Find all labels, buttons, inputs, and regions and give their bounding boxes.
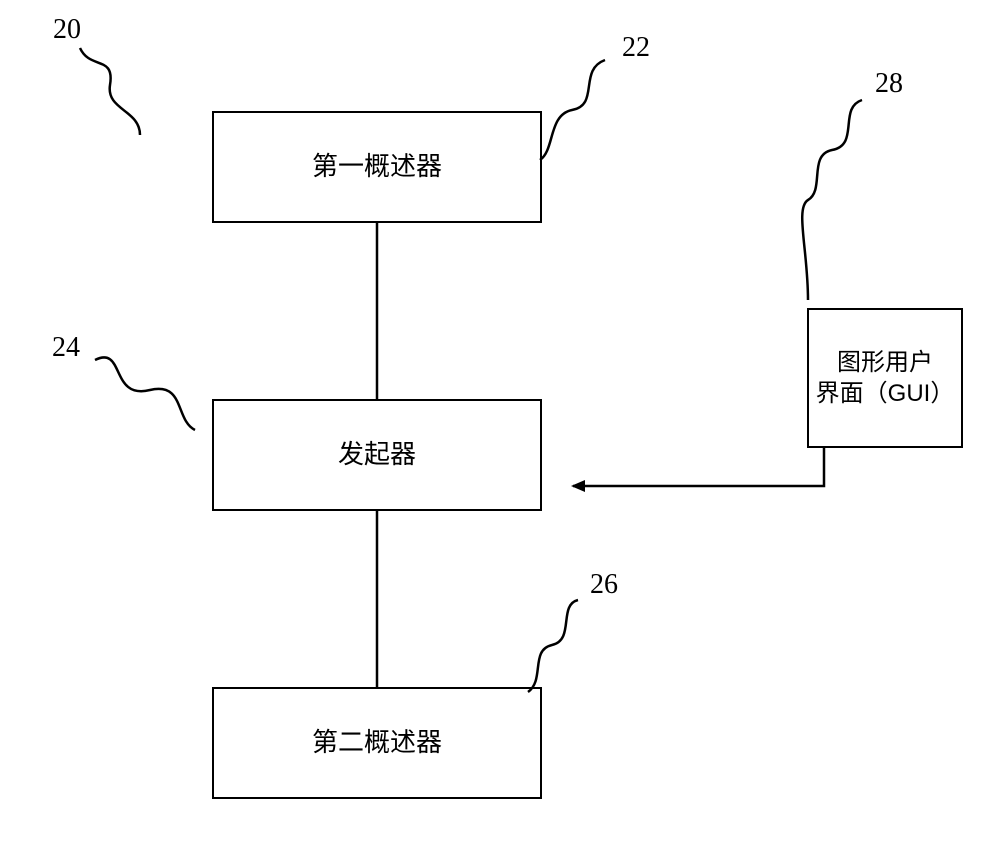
box-initiator: 发起器 bbox=[212, 399, 542, 511]
box-gui-label-line1: 图形用户 bbox=[816, 347, 955, 378]
ref-number-26: 26 bbox=[590, 569, 618, 601]
box-gui-label-line2: 界面（GUI） bbox=[816, 378, 955, 409]
diagram-canvas: 20 22 24 26 28 第一概述器 发起器 第二概述器 图形用户 界面（G… bbox=[0, 0, 1000, 857]
box-initiator-label: 发起器 bbox=[338, 438, 416, 472]
ref-number-24: 24 bbox=[52, 332, 80, 364]
squiggle-26 bbox=[528, 600, 578, 692]
ref-number-20: 20 bbox=[53, 14, 81, 46]
box-second-summarizer-label: 第二概述器 bbox=[312, 726, 442, 760]
box-second-summarizer: 第二概述器 bbox=[212, 687, 542, 799]
squiggle-20 bbox=[80, 48, 140, 135]
box-first-summarizer: 第一概述器 bbox=[212, 111, 542, 223]
edge-gui-initiator bbox=[573, 448, 824, 486]
squiggle-28 bbox=[802, 100, 862, 300]
ref-number-22: 22 bbox=[622, 32, 650, 64]
box-first-summarizer-label: 第一概述器 bbox=[312, 150, 442, 184]
ref-number-28: 28 bbox=[875, 68, 903, 100]
box-gui: 图形用户 界面（GUI） bbox=[807, 308, 963, 448]
squiggle-22 bbox=[540, 60, 605, 160]
squiggle-24 bbox=[95, 357, 195, 430]
